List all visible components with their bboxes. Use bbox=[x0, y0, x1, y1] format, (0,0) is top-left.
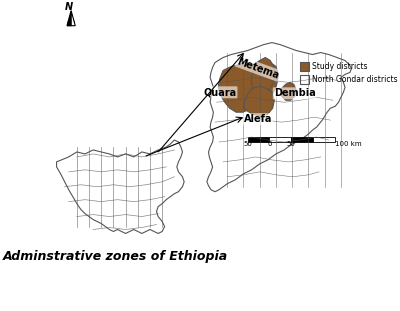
Text: 100 km: 100 km bbox=[335, 141, 362, 147]
Bar bbox=[248, 137, 270, 142]
Bar bbox=[291, 137, 313, 142]
Text: North Gondar districts: North Gondar districts bbox=[312, 75, 397, 84]
Text: 0: 0 bbox=[267, 141, 272, 147]
Text: Quara: Quara bbox=[203, 87, 236, 97]
Polygon shape bbox=[252, 58, 276, 94]
Text: Study districts: Study districts bbox=[312, 63, 367, 72]
Text: Metema: Metema bbox=[236, 56, 280, 81]
Text: Dembia: Dembia bbox=[274, 88, 316, 98]
Polygon shape bbox=[71, 11, 75, 26]
Bar bbox=[313, 137, 335, 142]
Text: N: N bbox=[65, 2, 73, 12]
Text: Adminstrative zones of Ethiopia: Adminstrative zones of Ethiopia bbox=[3, 250, 228, 263]
Bar bbox=[270, 137, 291, 142]
Bar bbox=[300, 63, 309, 72]
Polygon shape bbox=[207, 43, 352, 192]
Bar bbox=[300, 75, 309, 84]
Polygon shape bbox=[56, 140, 184, 234]
Text: 50: 50 bbox=[287, 141, 296, 147]
Text: 50: 50 bbox=[243, 141, 252, 147]
Polygon shape bbox=[244, 86, 274, 116]
Polygon shape bbox=[218, 63, 278, 112]
Polygon shape bbox=[67, 11, 71, 26]
Polygon shape bbox=[281, 82, 296, 100]
Text: Alefa: Alefa bbox=[244, 114, 272, 124]
